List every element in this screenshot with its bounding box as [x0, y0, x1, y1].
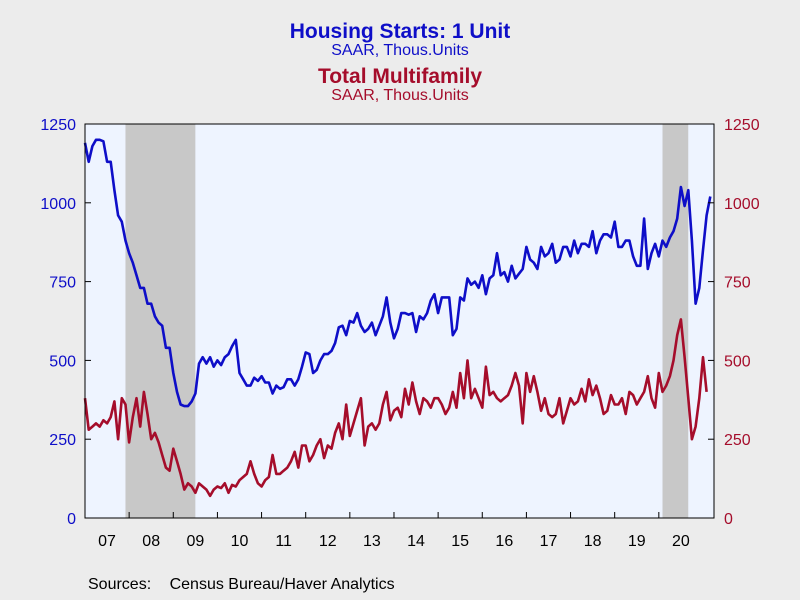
- x-tick-label: 19: [628, 533, 646, 550]
- plot-frame: [84, 123, 715, 519]
- chart-title: Housing Starts: 1 Unit: [289, 20, 511, 43]
- source-text: Census Bureau/Haver Analytics: [169, 576, 395, 593]
- x-tick-label: 13: [363, 533, 381, 550]
- x-tick-label: 10: [231, 533, 249, 550]
- y-tick-label: 750: [49, 275, 76, 292]
- y2-tick-label: 500: [724, 353, 751, 370]
- chart-subtitle: SAAR, Thous.Units: [331, 42, 469, 59]
- y-tick-label: 0: [67, 511, 76, 528]
- x-tick-label: 14: [407, 533, 425, 550]
- x-tick-label: 15: [451, 533, 469, 550]
- y-tick-label: 1000: [40, 196, 76, 213]
- x-tick-label: 09: [186, 533, 204, 550]
- x-tick-label: 16: [495, 533, 513, 550]
- x-tick-label: 18: [584, 533, 602, 550]
- chart-title-2: Total Multifamily: [317, 65, 483, 88]
- x-tick-label: 17: [540, 533, 558, 550]
- recession-band: [125, 124, 196, 518]
- y2-tick-label: 1250: [724, 117, 760, 134]
- y-tick-label: 250: [49, 432, 76, 449]
- y-tick-label: 1250: [40, 117, 76, 134]
- series-line: [83, 318, 708, 498]
- recession-band: [662, 124, 689, 518]
- source-note: Sources: Census Bureau/Haver Analytics: [88, 576, 395, 594]
- y2-tick-label: 250: [724, 432, 751, 449]
- y2-tick-label: 0: [724, 511, 733, 528]
- series-line: [83, 138, 712, 408]
- y2-tick-label: 1000: [724, 196, 760, 213]
- x-tick-label: 20: [672, 533, 690, 550]
- x-tick-label: 08: [142, 533, 160, 550]
- chart-subtitle-2: SAAR, Thous.Units: [331, 87, 469, 104]
- x-tick-label: 11: [275, 533, 292, 550]
- x-tick-label: 07: [98, 533, 116, 550]
- y2-tick-label: 750: [724, 275, 751, 292]
- x-tick-label: 12: [319, 533, 337, 550]
- y-tick-label: 500: [49, 353, 76, 370]
- source-label: Sources:: [88, 576, 152, 593]
